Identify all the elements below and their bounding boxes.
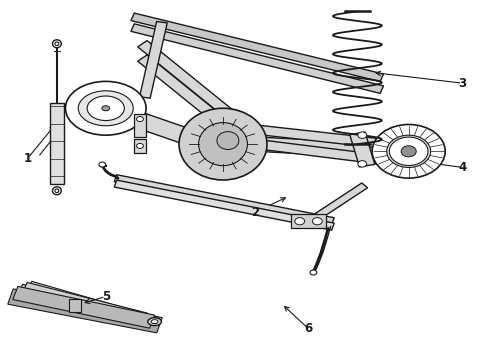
Text: 2: 2 xyxy=(251,206,259,219)
Bar xyxy=(50,103,64,184)
Ellipse shape xyxy=(372,125,445,178)
Ellipse shape xyxy=(102,106,110,111)
Polygon shape xyxy=(111,105,203,148)
Circle shape xyxy=(387,135,431,167)
Text: 3: 3 xyxy=(458,77,466,90)
Ellipse shape xyxy=(55,42,59,45)
Polygon shape xyxy=(256,137,390,158)
Circle shape xyxy=(313,218,322,225)
Circle shape xyxy=(390,137,428,166)
Bar xyxy=(292,214,326,228)
Circle shape xyxy=(358,132,367,138)
Polygon shape xyxy=(13,287,155,328)
Text: 4: 4 xyxy=(458,161,466,174)
Bar xyxy=(134,139,146,153)
Bar xyxy=(134,114,146,137)
Text: 6: 6 xyxy=(304,322,313,335)
Polygon shape xyxy=(316,183,368,218)
Ellipse shape xyxy=(217,132,239,149)
Circle shape xyxy=(137,143,144,148)
Polygon shape xyxy=(28,282,132,317)
Ellipse shape xyxy=(198,123,247,166)
Polygon shape xyxy=(131,24,384,93)
Ellipse shape xyxy=(52,187,61,195)
Polygon shape xyxy=(138,41,243,124)
Ellipse shape xyxy=(148,318,161,325)
Ellipse shape xyxy=(179,108,267,180)
Polygon shape xyxy=(114,180,334,230)
Circle shape xyxy=(137,117,144,122)
Bar xyxy=(70,300,81,312)
Circle shape xyxy=(295,218,305,225)
Polygon shape xyxy=(138,55,243,138)
Circle shape xyxy=(401,146,416,157)
Circle shape xyxy=(99,162,106,167)
Polygon shape xyxy=(256,140,388,165)
Polygon shape xyxy=(140,22,167,98)
Ellipse shape xyxy=(78,91,133,126)
Polygon shape xyxy=(350,132,375,167)
Polygon shape xyxy=(131,13,384,81)
Ellipse shape xyxy=(52,40,61,48)
Polygon shape xyxy=(114,175,334,225)
Circle shape xyxy=(310,270,317,275)
Ellipse shape xyxy=(66,81,146,135)
Ellipse shape xyxy=(87,96,124,121)
Ellipse shape xyxy=(55,189,59,193)
Ellipse shape xyxy=(151,320,158,324)
Polygon shape xyxy=(8,289,162,333)
Circle shape xyxy=(358,161,367,167)
Polygon shape xyxy=(23,283,140,320)
Polygon shape xyxy=(18,284,147,324)
Text: 5: 5 xyxy=(101,290,110,303)
Polygon shape xyxy=(256,125,388,149)
Text: 1: 1 xyxy=(24,152,32,165)
